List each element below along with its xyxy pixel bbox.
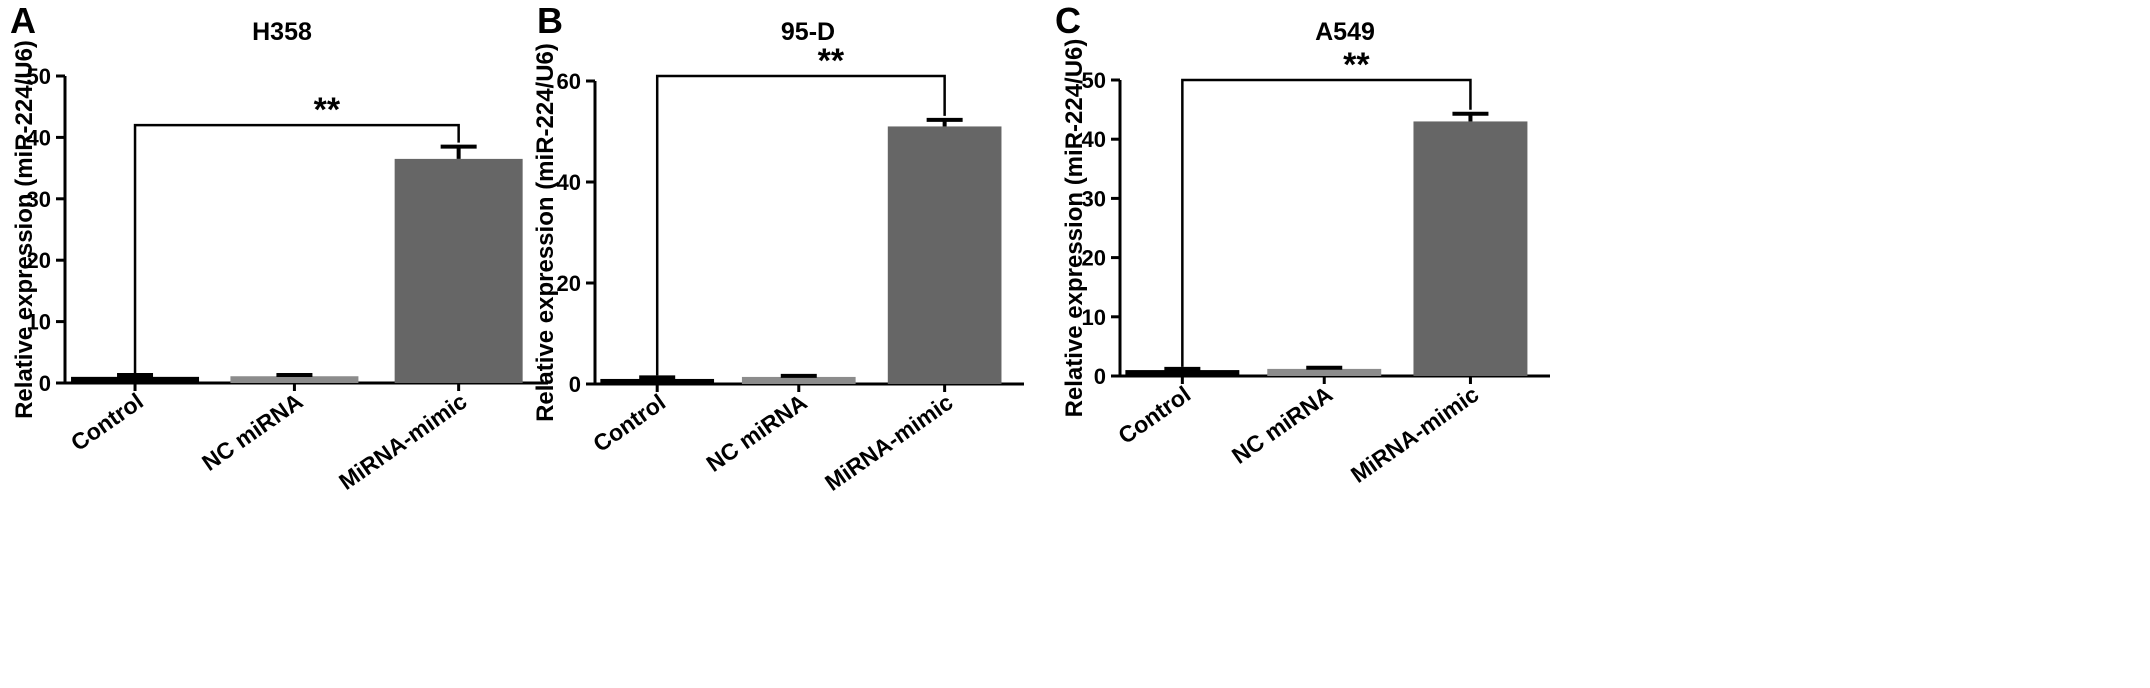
panel-letter: B [537, 0, 563, 41]
bar-mirna-mimic [887, 126, 1002, 384]
category-label: NC miRNA [197, 388, 307, 476]
y-tick-label: 50 [27, 64, 51, 89]
bar-control [1125, 370, 1240, 376]
panel-title: H358 [252, 18, 312, 46]
significance-label: ** [1343, 46, 1370, 84]
y-tick-label: 10 [1082, 305, 1106, 330]
y-tick-label: 20 [27, 248, 51, 273]
bar-nc-mirna [1267, 368, 1382, 376]
significance-bracket [133, 123, 460, 374]
y-tick-label: 0 [1094, 364, 1106, 389]
chart-panel-B: B 95-D Relative expression (miR-224/U6) 0 20… [532, 0, 1024, 496]
panel-letter: C [1055, 0, 1081, 41]
significance-label: ** [314, 91, 341, 129]
bar-mirna-mimic [394, 158, 523, 383]
y-axis-label: Relative expression (miR-224/U6) [11, 40, 38, 419]
y-tick-label: 40 [27, 125, 51, 150]
category-label: MiRNA-mimic [820, 389, 958, 496]
bar-nc-mirna [741, 376, 856, 384]
y-tick-label: 50 [1082, 68, 1106, 93]
y-tick-label: 20 [557, 271, 581, 296]
y-tick-label: 0 [569, 372, 581, 397]
bar-control [600, 378, 715, 384]
y-tick-label: 0 [39, 371, 51, 396]
category-label: NC miRNA [1227, 381, 1337, 469]
category-label: MiRNA-mimic [1346, 381, 1484, 488]
category-label: Control [66, 388, 148, 456]
y-tick-label: 30 [1082, 186, 1106, 211]
significance-bracket [1181, 78, 1472, 367]
category-label: Control [588, 389, 670, 457]
bar-control [71, 376, 200, 383]
y-tick-label: 20 [1082, 246, 1106, 271]
panel-letter: A [10, 0, 36, 41]
y-tick-label: 30 [27, 187, 51, 212]
significance-label: ** [818, 42, 845, 80]
y-tick-label: 10 [27, 310, 51, 335]
y-axis-label: Relative expression (miR-224/U6) [1061, 39, 1088, 418]
panel-title: 95-D [781, 18, 835, 46]
y-tick-label: 60 [557, 69, 581, 94]
significance-bracket [655, 74, 946, 376]
chart-panel-C: C A549 Relative expression (miR-224/U6) 0 10… [1055, 0, 1550, 488]
y-tick-label: 40 [1082, 127, 1106, 152]
category-label: MiRNA-mimic [334, 388, 472, 495]
y-axis-label: Relative expression (miR-224/U6) [532, 43, 559, 422]
chart-panel-A: A H358 Relative expression (miR-224/U6) 0 10… [10, 0, 548, 495]
bar-nc-mirna [230, 376, 359, 383]
bar-mirna-mimic [1413, 121, 1528, 376]
y-tick-label: 40 [557, 170, 581, 195]
panel-title: A549 [1315, 18, 1375, 46]
category-label: NC miRNA [701, 389, 811, 477]
category-label: Control [1113, 381, 1195, 449]
